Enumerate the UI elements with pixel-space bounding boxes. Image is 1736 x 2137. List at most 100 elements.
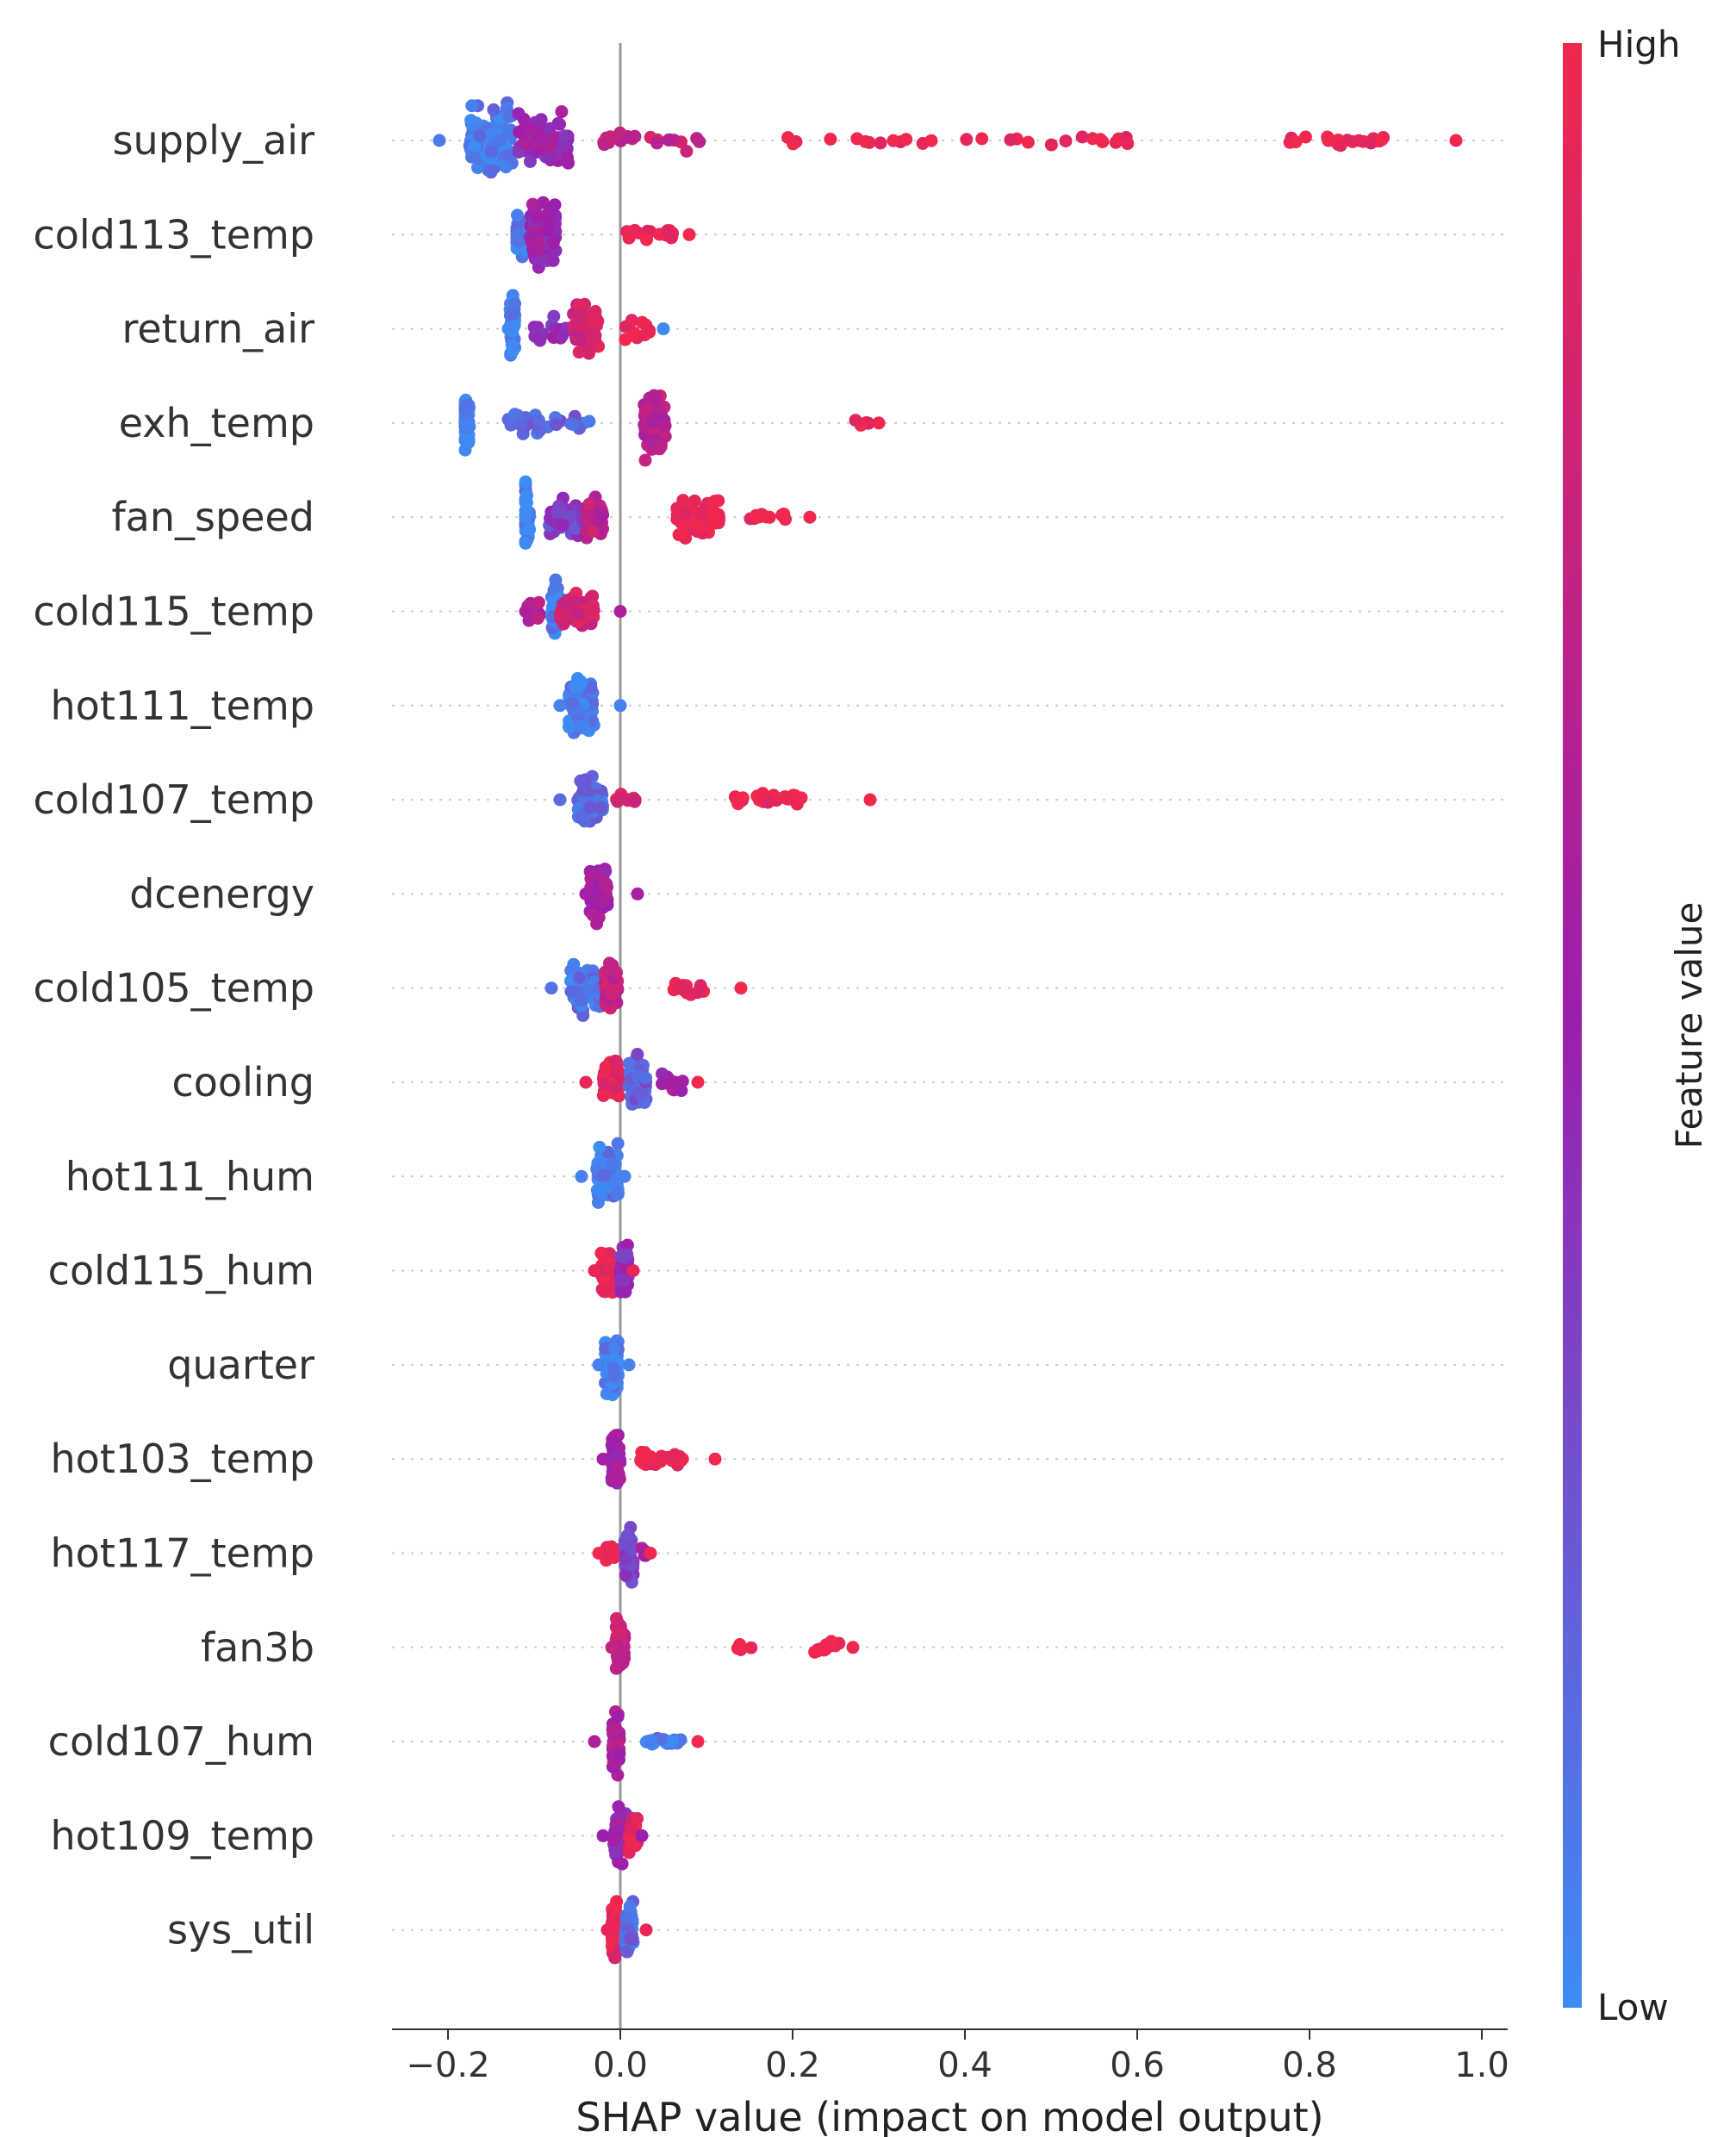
shap-point bbox=[564, 985, 578, 999]
shap-point bbox=[850, 132, 864, 146]
shap-point bbox=[458, 443, 472, 457]
shap-point bbox=[556, 329, 569, 343]
shap-point bbox=[656, 1067, 669, 1081]
shap-point bbox=[706, 497, 719, 511]
shap-point bbox=[781, 131, 795, 145]
feature-label-cold113_temp: cold113_temp bbox=[33, 211, 314, 258]
feature-label-cold107_hum: cold107_hum bbox=[48, 1718, 314, 1765]
shap-point bbox=[572, 298, 586, 312]
shap-point bbox=[519, 475, 532, 489]
shap-point bbox=[612, 1800, 625, 1814]
shap-point bbox=[574, 677, 588, 691]
shap-point bbox=[611, 1710, 625, 1723]
shap-point bbox=[586, 525, 600, 538]
shap-point bbox=[592, 1547, 606, 1560]
feature-label-cold115_temp: cold115_temp bbox=[33, 589, 314, 635]
shap-point bbox=[574, 994, 588, 1007]
feature-points-cold113_temp bbox=[510, 196, 696, 274]
shap-point bbox=[526, 197, 539, 211]
feature-label-return_air: return_air bbox=[121, 306, 314, 352]
shap-point bbox=[523, 154, 537, 168]
shap-point bbox=[1321, 130, 1335, 144]
shap-point bbox=[620, 1238, 634, 1252]
shap-point bbox=[608, 1082, 622, 1096]
shap-point bbox=[625, 1543, 638, 1557]
x-tick-label: 0.4 bbox=[937, 2046, 992, 2085]
shap-point bbox=[610, 1611, 623, 1625]
shap-point bbox=[605, 1540, 619, 1554]
shap-point bbox=[596, 1829, 610, 1842]
shap-point bbox=[1121, 137, 1135, 151]
shap-point bbox=[640, 233, 653, 246]
shap-point bbox=[543, 152, 557, 165]
shap-point bbox=[975, 132, 989, 146]
feature-label-cooling: cooling bbox=[172, 1059, 315, 1106]
x-tick-label: −0.2 bbox=[406, 2046, 489, 2085]
shap-point bbox=[506, 307, 520, 321]
shap-point bbox=[487, 103, 501, 116]
shap-point bbox=[706, 507, 719, 520]
shap-point bbox=[613, 699, 627, 713]
shap-point bbox=[606, 1432, 619, 1446]
shap-point bbox=[603, 130, 617, 144]
shap-point bbox=[566, 418, 580, 432]
shap-point bbox=[824, 133, 837, 146]
shap-point bbox=[1096, 134, 1110, 148]
feature-points-cold115_temp bbox=[519, 573, 627, 640]
shap-point bbox=[588, 329, 602, 343]
shap-point bbox=[501, 322, 515, 336]
shap-point bbox=[694, 508, 708, 521]
feature-points-hot103_temp bbox=[596, 1429, 722, 1490]
shap-point bbox=[519, 536, 532, 550]
colorbar-low-label: Low bbox=[1597, 1986, 1669, 2028]
shap-point bbox=[733, 1638, 747, 1651]
shap-point bbox=[607, 1369, 621, 1383]
shap-point bbox=[631, 1048, 644, 1061]
x-tick-label: 0.2 bbox=[765, 2046, 820, 2085]
shap-point bbox=[691, 986, 704, 1000]
shap-point bbox=[510, 227, 524, 241]
shap-point bbox=[519, 138, 532, 152]
shap-point bbox=[638, 1446, 651, 1460]
shap-point bbox=[609, 1845, 623, 1859]
shap-point bbox=[493, 134, 507, 147]
shap-point bbox=[599, 1285, 613, 1299]
shap-point bbox=[556, 518, 569, 532]
shap-point bbox=[560, 151, 574, 165]
shap-point bbox=[541, 223, 555, 237]
shap-point bbox=[631, 887, 644, 900]
shap-point bbox=[612, 1855, 625, 1869]
shap-point bbox=[575, 1169, 588, 1183]
shap-point bbox=[543, 210, 557, 224]
shap-point bbox=[514, 419, 528, 432]
shap-point bbox=[605, 1641, 619, 1654]
shap-point bbox=[432, 134, 446, 147]
shap-point bbox=[594, 801, 607, 814]
shap-point bbox=[554, 607, 567, 621]
feature-label-fan_speed: fan_speed bbox=[111, 494, 314, 540]
shap-point bbox=[525, 123, 538, 137]
shap-point bbox=[588, 893, 602, 907]
shap-point bbox=[1044, 138, 1058, 152]
shap-point bbox=[1289, 135, 1303, 149]
x-axis-ticks: −0.2 0.0 0.2 0.4 0.6 0.8 1.0 bbox=[406, 2029, 1509, 2085]
feature-points-sys_util bbox=[600, 1895, 653, 1965]
feature-points-exh_temp bbox=[458, 389, 886, 467]
colorbar-title: Feature value bbox=[1668, 902, 1710, 1149]
shap-point bbox=[628, 793, 642, 807]
shap-point bbox=[669, 1075, 682, 1089]
shap-point bbox=[680, 145, 694, 158]
shap-point bbox=[548, 198, 562, 212]
shap-point bbox=[622, 1358, 636, 1372]
shap-point bbox=[635, 1829, 649, 1842]
shap-point bbox=[622, 1056, 636, 1070]
feature-points-return_air bbox=[501, 289, 670, 362]
shap-point bbox=[573, 971, 586, 985]
shap-point bbox=[643, 324, 656, 337]
feature-label-supply_air: supply_air bbox=[113, 117, 314, 164]
shap-point bbox=[592, 1358, 606, 1372]
shap-point bbox=[624, 1932, 638, 1946]
shap-point bbox=[505, 339, 519, 352]
shap-point bbox=[531, 611, 544, 625]
